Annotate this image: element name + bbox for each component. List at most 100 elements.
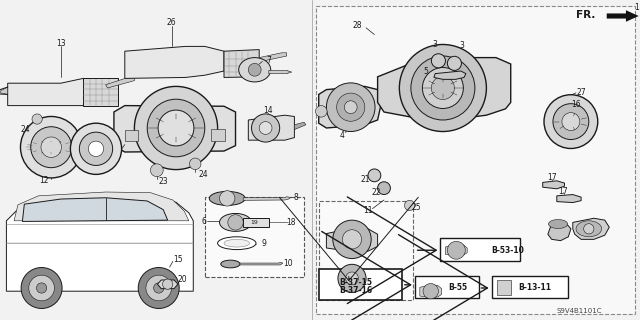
Text: 8: 8 xyxy=(294,193,299,202)
Circle shape xyxy=(337,93,365,121)
Circle shape xyxy=(41,137,61,157)
Polygon shape xyxy=(259,53,287,61)
Polygon shape xyxy=(83,78,118,106)
Ellipse shape xyxy=(548,220,568,228)
Circle shape xyxy=(411,56,475,120)
Polygon shape xyxy=(434,71,466,79)
Bar xyxy=(205,197,304,277)
Circle shape xyxy=(70,123,122,174)
Circle shape xyxy=(316,106,327,117)
Circle shape xyxy=(248,63,261,76)
Text: 24: 24 xyxy=(20,125,31,134)
Circle shape xyxy=(553,104,589,140)
Ellipse shape xyxy=(224,239,250,247)
Ellipse shape xyxy=(239,58,271,82)
Text: B-53-10: B-53-10 xyxy=(492,246,524,255)
Circle shape xyxy=(259,122,272,134)
Bar xyxy=(125,130,138,141)
Circle shape xyxy=(29,275,54,301)
Polygon shape xyxy=(14,192,189,221)
Text: 24: 24 xyxy=(198,170,209,179)
Circle shape xyxy=(333,220,371,259)
Text: B-37-15: B-37-15 xyxy=(339,278,372,287)
Text: 3: 3 xyxy=(433,40,438,49)
Circle shape xyxy=(220,191,235,206)
Circle shape xyxy=(189,158,201,170)
Circle shape xyxy=(342,230,362,249)
Text: B-13-11: B-13-11 xyxy=(518,283,552,292)
Text: FR.: FR. xyxy=(576,10,595,20)
Circle shape xyxy=(32,114,42,124)
Circle shape xyxy=(344,101,357,114)
Circle shape xyxy=(147,99,205,157)
Circle shape xyxy=(138,268,179,308)
Text: 23: 23 xyxy=(158,177,168,186)
Polygon shape xyxy=(326,229,378,251)
Text: 13: 13 xyxy=(56,39,66,48)
Circle shape xyxy=(150,164,163,177)
Text: 3: 3 xyxy=(460,41,465,50)
Circle shape xyxy=(447,241,465,259)
Bar xyxy=(492,276,568,298)
Circle shape xyxy=(326,83,375,132)
Polygon shape xyxy=(157,280,178,289)
Ellipse shape xyxy=(220,213,252,231)
Text: 15: 15 xyxy=(173,255,183,264)
Text: 14: 14 xyxy=(262,106,273,115)
Polygon shape xyxy=(248,115,294,140)
Text: 5: 5 xyxy=(423,67,428,76)
Text: 9: 9 xyxy=(261,239,266,248)
Text: 6: 6 xyxy=(201,217,206,226)
Text: 21: 21 xyxy=(360,175,369,184)
Circle shape xyxy=(431,54,445,68)
Polygon shape xyxy=(0,87,8,94)
Circle shape xyxy=(20,116,82,178)
Ellipse shape xyxy=(576,221,602,237)
Text: 16: 16 xyxy=(571,100,581,109)
Circle shape xyxy=(338,264,366,292)
Circle shape xyxy=(584,224,594,234)
Circle shape xyxy=(404,200,415,211)
Polygon shape xyxy=(240,262,283,265)
Circle shape xyxy=(423,284,438,299)
Polygon shape xyxy=(106,77,134,88)
Text: 7: 7 xyxy=(266,56,271,65)
Text: 17: 17 xyxy=(547,173,557,182)
Ellipse shape xyxy=(221,260,240,268)
Circle shape xyxy=(447,56,461,70)
Circle shape xyxy=(158,110,194,146)
Circle shape xyxy=(228,215,243,230)
Circle shape xyxy=(399,44,486,132)
Circle shape xyxy=(346,272,358,285)
Bar xyxy=(319,269,402,300)
Circle shape xyxy=(163,279,173,289)
Polygon shape xyxy=(224,50,259,77)
Circle shape xyxy=(88,141,104,156)
Circle shape xyxy=(544,95,598,148)
Bar xyxy=(316,6,635,314)
Ellipse shape xyxy=(209,191,245,205)
Polygon shape xyxy=(8,78,106,106)
Text: 11: 11 xyxy=(364,206,372,215)
Polygon shape xyxy=(326,270,378,286)
Circle shape xyxy=(36,283,47,293)
Polygon shape xyxy=(6,195,193,291)
Circle shape xyxy=(252,114,280,142)
Text: 27: 27 xyxy=(576,88,586,97)
Circle shape xyxy=(79,132,113,165)
Bar xyxy=(497,280,511,295)
Circle shape xyxy=(31,127,72,168)
Circle shape xyxy=(562,113,580,131)
Text: 26: 26 xyxy=(166,18,177,27)
Text: 10: 10 xyxy=(283,260,293,268)
Circle shape xyxy=(368,169,381,182)
Bar xyxy=(243,218,269,227)
Polygon shape xyxy=(557,195,581,203)
Text: B-55: B-55 xyxy=(448,283,467,292)
Polygon shape xyxy=(573,218,609,239)
Circle shape xyxy=(154,283,164,293)
Polygon shape xyxy=(445,244,467,256)
Bar xyxy=(415,276,479,298)
Text: 19: 19 xyxy=(251,220,259,225)
Polygon shape xyxy=(319,86,381,128)
